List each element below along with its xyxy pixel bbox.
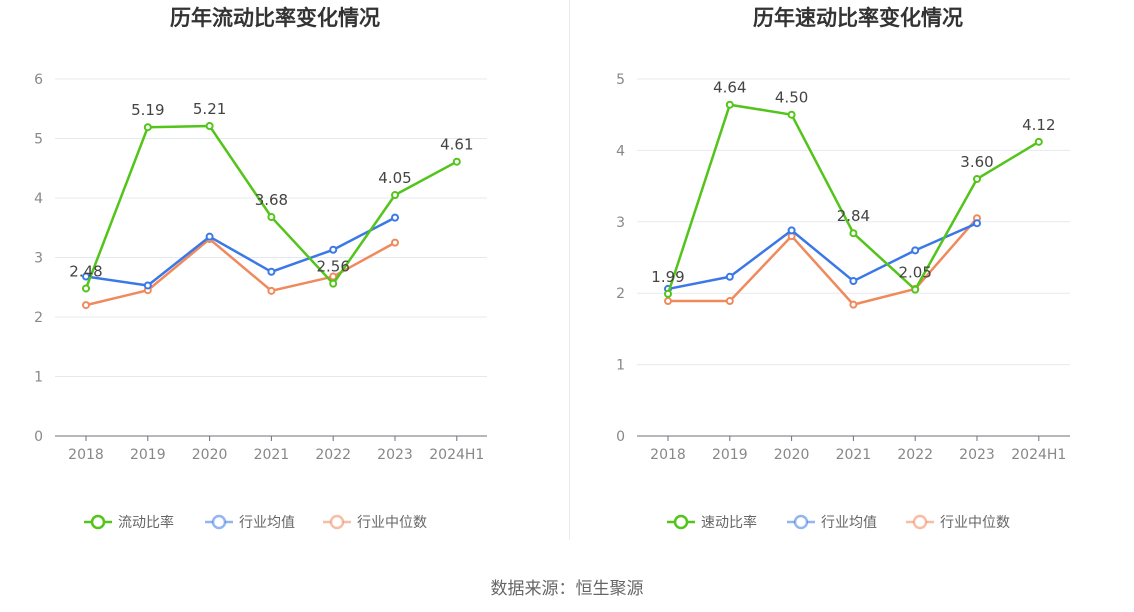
y-tick-label: 2: [616, 286, 625, 302]
quick-ratio-chart-svg: 历年速动比率变化情况 0 1 2 3 4 5 2018 2019 2020 2021 2022 2023…: [616, 6, 1070, 531]
data-point: [205, 122, 214, 131]
data-label: 5.21: [193, 100, 226, 118]
legend-label: 行业均值: [239, 515, 295, 531]
legend-label: 流动比率: [118, 514, 174, 531]
legend-label: 行业中位数: [940, 515, 1010, 531]
data-label: 2.56: [316, 258, 349, 276]
y-tick-label: 3: [34, 251, 43, 267]
legend-marker-icon: [673, 514, 689, 530]
chart-divider: [569, 0, 570, 540]
series-line: [667, 222, 978, 291]
chart-layer: 历年流动比率变化情况 0 1 2 3 4 5 6 2018 2019 2020 2021 2022 202…: [34, 6, 487, 531]
y-tick-label: 5: [616, 72, 625, 88]
x-tick-label: 2024H1: [429, 447, 484, 463]
legend-label: 速动比率: [701, 514, 757, 531]
data-point: [329, 272, 338, 281]
x-tick-label: 2023: [377, 447, 413, 463]
data-point: [143, 281, 152, 290]
y-tick-label: 5: [34, 132, 43, 148]
data-point: [205, 232, 214, 241]
data-point: [664, 297, 672, 306]
data-label: 4.64: [713, 79, 746, 97]
current-ratio-chart: 历年流动比率变化情况 0 1 2 3 4 5 6 2018 2019 2020 2021 2022 202…: [0, 0, 567, 560]
data-point: [849, 277, 858, 286]
data-point: [849, 300, 858, 309]
series-line: [666, 103, 1040, 295]
y-tick-label: 2: [34, 310, 43, 326]
data-label: 1.99: [651, 268, 684, 286]
data-label: 2.48: [69, 262, 102, 280]
data-point: [267, 213, 276, 222]
legend-label: 行业中位数: [357, 515, 427, 531]
data-point: [82, 301, 90, 310]
chart-title: 历年流动比率变化情况: [170, 6, 380, 30]
data-label: 5.19: [131, 101, 164, 119]
y-tick-label: 3: [616, 215, 625, 231]
data-label: 3.60: [960, 153, 993, 171]
legend-marker-icon: [329, 514, 345, 530]
y-tick-label: 1: [34, 370, 43, 386]
legend-marker-icon: [90, 514, 106, 530]
data-point: [143, 123, 152, 132]
data-point: [391, 213, 399, 222]
data-label: 4.12: [1022, 116, 1055, 134]
data-point: [725, 297, 734, 306]
y-tick-label: 4: [616, 143, 625, 159]
y-tick-label: 0: [616, 429, 625, 445]
data-point: [452, 157, 461, 166]
x-tick-label: 2021: [254, 447, 290, 463]
x-tick-label: 2020: [192, 447, 228, 463]
series-line: [85, 216, 396, 287]
data-point: [725, 272, 734, 281]
y-tick-label: 4: [34, 191, 43, 207]
quick-ratio-chart: 历年速动比率变化情况 0 1 2 3 4 5 2018 2019 2020 2021 2022 2023…: [567, 0, 1134, 560]
data-point: [267, 267, 276, 276]
x-tick-label: 2022: [897, 447, 933, 463]
data-point: [911, 285, 920, 294]
series-line: [668, 217, 978, 306]
legend-marker-icon: [912, 514, 928, 530]
legend-label: 行业均值: [821, 515, 877, 531]
data-point: [787, 110, 796, 119]
data-point: [849, 229, 858, 238]
legend-marker-icon: [211, 514, 227, 530]
chart-title: 历年速动比率变化情况: [753, 6, 963, 30]
data-point: [911, 246, 920, 255]
x-tick-label: 2019: [712, 447, 748, 463]
y-tick-label: 0: [34, 429, 43, 445]
x-tick-label: 2018: [650, 447, 686, 463]
data-point: [391, 238, 399, 247]
data-label: 3.68: [255, 191, 288, 209]
data-point: [267, 286, 276, 295]
x-tick-label: 2018: [68, 447, 104, 463]
data-label: 2.05: [898, 264, 931, 282]
data-point: [973, 219, 981, 228]
x-tick-label: 2024H1: [1011, 447, 1066, 463]
y-tick-label: 1: [616, 358, 625, 374]
data-label: 4.50: [775, 89, 808, 107]
x-tick-label: 2023: [959, 447, 995, 463]
data-point: [82, 272, 90, 281]
x-tick-label: 2019: [130, 447, 166, 463]
current-ratio-chart-svg: 历年流动比率变化情况 0 1 2 3 4 5 6 2018 2019 2020 2021 2022 202…: [34, 6, 487, 531]
data-point: [82, 284, 90, 293]
x-tick-label: 2022: [315, 447, 351, 463]
data-point: [664, 289, 672, 298]
data-point: [725, 100, 734, 109]
data-point: [391, 191, 399, 200]
y-tick-label: 6: [34, 72, 43, 88]
data-point: [1034, 137, 1043, 146]
data-label: 4.05: [378, 169, 411, 187]
x-tick-label: 2020: [774, 447, 810, 463]
data-source-footer: 数据来源：恒生聚源: [490, 579, 644, 599]
data-point: [329, 245, 338, 254]
chart-layer: 历年速动比率变化情况 0 1 2 3 4 5 2018 2019 2020 2021 2022 2023…: [616, 6, 1070, 531]
data-point: [973, 174, 981, 183]
data-point: [787, 226, 796, 235]
data-label: 2.84: [837, 207, 870, 225]
x-tick-label: 2021: [836, 447, 872, 463]
legend-marker-icon: [793, 514, 809, 530]
data-point: [329, 279, 338, 288]
data-label: 4.61: [440, 136, 473, 154]
